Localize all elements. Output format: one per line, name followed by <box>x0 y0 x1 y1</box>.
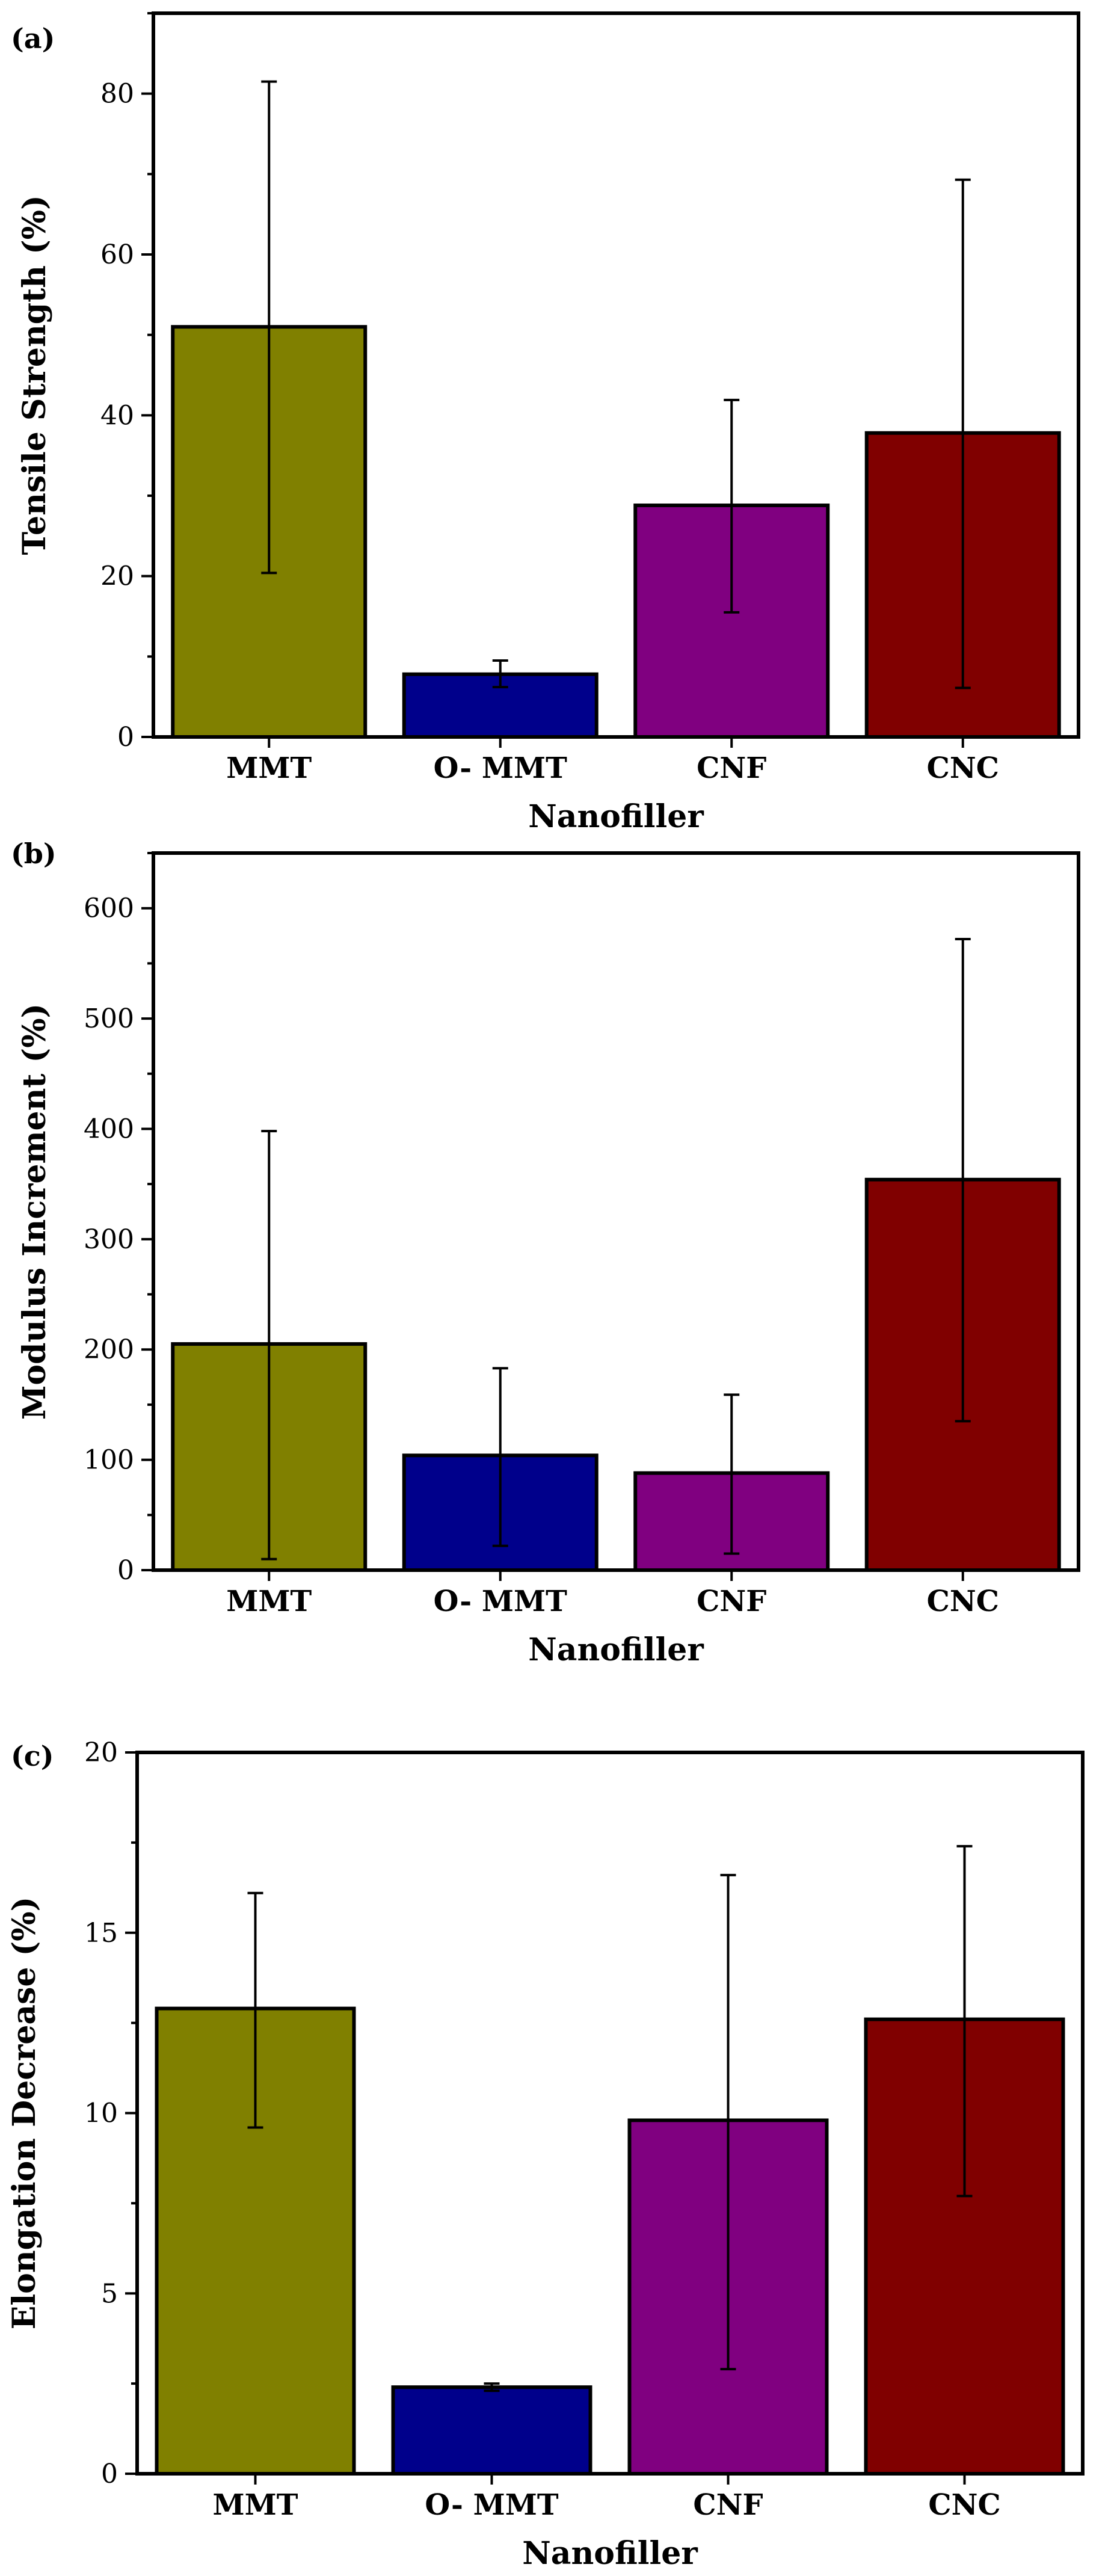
y-tick-label: 0 <box>101 2459 118 2489</box>
y-tick-label: 300 <box>84 1224 134 1255</box>
y-tick-label: 10 <box>84 2098 118 2129</box>
y-axis-title: Elongation Decrease (%) <box>6 1897 43 2329</box>
y-axis-title: Modulus Increment (%) <box>16 1003 53 1420</box>
x-tick-label: CNF <box>697 751 766 785</box>
panel-label: (a) <box>11 22 55 55</box>
x-tick-label: CNC <box>927 1585 999 1618</box>
x-axis-title: Nanofiller <box>528 1632 704 1668</box>
y-tick-label: 40 <box>100 400 134 431</box>
x-tick-label: CNC <box>928 2488 1000 2522</box>
x-tick-label: MMT <box>226 751 312 785</box>
chart-panel-2: (b) 0 100 200 300 400 500 600 MMT O- MMT CNF CNC Nan… <box>11 837 1080 1668</box>
y-tick-label: 15 <box>84 1918 118 1949</box>
panel-label: (b) <box>11 837 57 870</box>
chart-panel-3: (c) 0 5 10 15 20 MMT O- MMT CNF CNC Nanofiller Elon… <box>6 1737 1085 2572</box>
y-tick-label: 80 <box>100 79 134 109</box>
x-axis-title: Nanofiller <box>522 2535 698 2572</box>
y-tick-label: 200 <box>84 1334 134 1365</box>
y-axis-title: Tensile Strength (%) <box>16 195 53 555</box>
x-tick-label: MMT <box>226 1585 312 1618</box>
y-tick-label: 500 <box>84 1003 134 1034</box>
plot-frame <box>152 851 1080 1572</box>
panel-label: (c) <box>11 1740 54 1772</box>
x-tick-label: CNC <box>927 751 999 785</box>
x-tick-label: CNF <box>697 1585 766 1618</box>
bar-ommt <box>391 2385 592 2476</box>
y-tick-label: 20 <box>84 1737 118 1768</box>
x-tick-label: CNF <box>693 2488 763 2522</box>
x-tick-label: MMT <box>213 2488 298 2522</box>
y-tick-label: 20 <box>100 561 134 592</box>
chart-panel-1: (a) 0 20 40 60 80 MMT O- MMT CNF CNC Nanofiller Ten… <box>11 11 1080 835</box>
y-tick-label: 100 <box>84 1445 134 1476</box>
y-tick-label: 0 <box>117 722 134 753</box>
x-tick-label: O- MMT <box>434 1585 567 1618</box>
plot-frame <box>152 11 1080 739</box>
x-tick-label: O- MMT <box>434 751 567 785</box>
y-tick-label: 5 <box>101 2278 118 2309</box>
plot-frame <box>135 1751 1085 2476</box>
y-tick-label: 0 <box>117 1555 134 1586</box>
x-tick-label: O- MMT <box>425 2488 558 2522</box>
y-tick-label: 60 <box>100 239 134 270</box>
y-tick-label: 400 <box>84 1114 134 1144</box>
y-tick-label: 600 <box>84 893 134 924</box>
x-axis-title: Nanofiller <box>528 798 704 835</box>
